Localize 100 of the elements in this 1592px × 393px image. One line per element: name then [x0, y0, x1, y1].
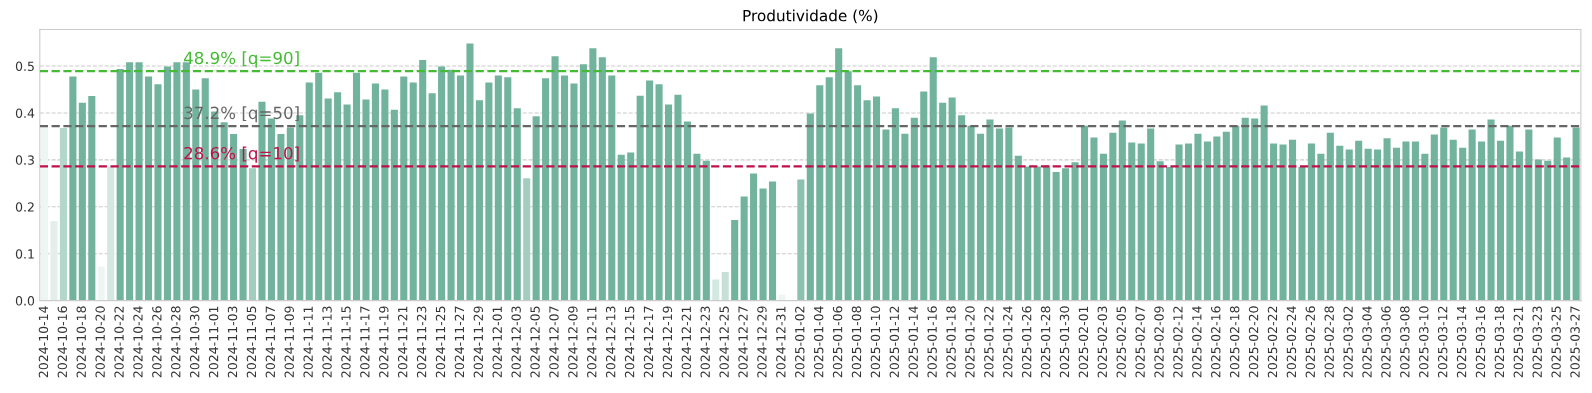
bar: [343, 104, 351, 301]
bar: [693, 153, 701, 301]
x-tick-label: 2024-12-25: [719, 306, 729, 378]
x-tick-label: 2024-11-01: [208, 306, 219, 378]
bar: [1307, 143, 1315, 301]
x-tick-label: 2025-02-26: [1305, 306, 1316, 378]
bar: [485, 82, 493, 301]
bar: [664, 104, 673, 301]
x-tick-label: 2025-02-18: [1229, 306, 1240, 378]
bar: [920, 91, 928, 301]
x-tick-label: 2025-02-07: [1135, 306, 1145, 378]
bar: [400, 76, 408, 301]
bar: [806, 113, 814, 301]
x-tick-label: 2025-01-20: [965, 306, 975, 378]
x-tick-label: 2025-01-14: [908, 306, 918, 378]
x-tick-label: 2024-11-21: [397, 306, 408, 378]
x-tick-label: 2025-03-12: [1437, 306, 1448, 378]
bar: [154, 84, 162, 301]
bar: [1326, 132, 1334, 301]
bar: [88, 96, 96, 301]
bar: [1090, 137, 1098, 301]
bar: [1459, 147, 1467, 301]
x-tick-label: 2025-03-21: [1513, 306, 1524, 378]
x-tick-label: 2025-03-02: [1343, 306, 1353, 378]
x-tick-label: 2025-01-18: [946, 306, 956, 378]
bar: [986, 119, 994, 301]
x-tick-label: 2024-11-13: [322, 306, 332, 378]
bar: [627, 152, 635, 301]
bar: [371, 83, 379, 301]
bar: [1355, 140, 1363, 301]
bar: [1128, 142, 1136, 301]
x-tick-label: 2025-03-23: [1532, 306, 1542, 378]
x-tick-label: 2025-01-16: [927, 306, 937, 378]
y-tick-label: 0.4: [15, 108, 35, 118]
x-tick-label: 2025-02-14: [1192, 306, 1202, 378]
bar: [438, 66, 446, 301]
ref-line-label: 48.9% [q=90]: [183, 51, 299, 68]
x-tick-label: 2025-02-28: [1324, 306, 1334, 378]
bar: [646, 80, 654, 301]
bar: [1468, 129, 1476, 301]
x-tick-label: 2025-01-04: [813, 306, 824, 378]
bar: [1525, 129, 1533, 301]
bar: [1260, 105, 1268, 301]
bar: [1194, 133, 1202, 301]
bar: [381, 89, 389, 301]
bar: [447, 69, 455, 301]
bar: [78, 102, 86, 301]
x-tick-label: 2024-12-31: [776, 306, 786, 378]
bar: [409, 82, 417, 301]
bar: [1232, 125, 1240, 301]
bar: [683, 121, 691, 301]
bar: [844, 71, 852, 301]
bar: [352, 72, 361, 301]
x-tick-label: 2025-01-30: [1059, 306, 1070, 378]
bar: [419, 59, 427, 301]
bar: [173, 62, 181, 301]
bar: [1364, 148, 1372, 301]
x-tick-label: 2024-11-11: [303, 306, 313, 378]
y-tick-label: 0.5: [15, 61, 34, 71]
x-tick-label: 2025-01-24: [1003, 306, 1013, 378]
bar: [617, 154, 625, 301]
bar: [872, 96, 881, 301]
bar: [1288, 139, 1297, 301]
bar: [929, 57, 937, 301]
bar: [598, 57, 606, 301]
x-tick-label: 2024-12-13: [605, 306, 616, 378]
bar: [958, 115, 966, 301]
bar: [456, 75, 465, 301]
bar: [1478, 141, 1486, 301]
bar: [1411, 141, 1419, 301]
bar: [324, 98, 332, 301]
bar: [560, 75, 569, 301]
bar: [721, 272, 729, 301]
bar: [466, 43, 474, 301]
bar: [1251, 118, 1259, 301]
bar: [362, 99, 370, 301]
bar: [334, 92, 342, 301]
bar: [315, 72, 323, 301]
x-tick-label: 2024-10-28: [171, 306, 181, 378]
bar: [1147, 128, 1155, 301]
bar: [523, 178, 531, 301]
bar: [674, 94, 682, 301]
bar: [1024, 166, 1032, 301]
bar: [967, 125, 975, 301]
bar: [116, 68, 124, 301]
bar: [910, 117, 918, 301]
bar: [163, 66, 171, 301]
x-tick-label: 2024-10-20: [95, 306, 105, 378]
x-tick-label: 2025-01-22: [984, 306, 994, 378]
x-tick-label: 2024-12-15: [624, 306, 635, 378]
bar: [1052, 172, 1060, 301]
bar: [891, 108, 899, 301]
bar: [1487, 119, 1495, 301]
bar: [1563, 157, 1571, 301]
bar: [731, 219, 739, 301]
bar: [712, 279, 720, 301]
bar: [835, 48, 843, 301]
x-tick-label: 2025-02-03: [1097, 306, 1108, 378]
y-tick-label: 0.1: [15, 249, 34, 259]
bar: [1184, 143, 1193, 301]
